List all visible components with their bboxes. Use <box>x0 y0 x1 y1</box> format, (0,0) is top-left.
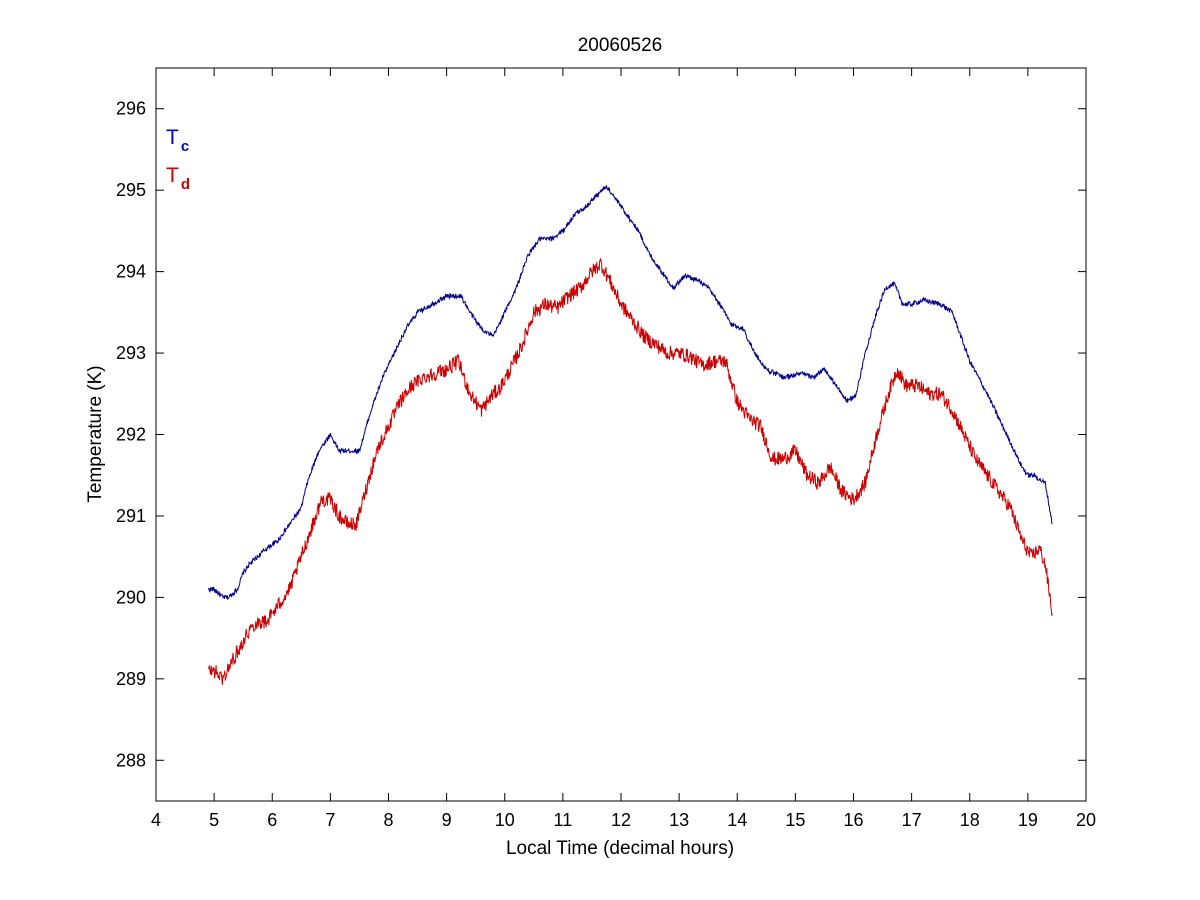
plot-area: 4 5 6 7 8 9 10 11 12 13 14 15 16 17 18 19 20 288 289 290 29… <box>116 67 1096 830</box>
y-tick-label: 291 <box>116 506 146 526</box>
y-tick-label: 294 <box>116 262 146 282</box>
x-tick-label: 11 <box>554 810 573 830</box>
x-tick-label: 4 <box>151 810 161 830</box>
y-tick-label: 288 <box>116 750 146 770</box>
y-tick-label: 290 <box>116 587 146 607</box>
y-axis-label: Temperature (K) <box>85 365 106 502</box>
x-tick-label: 5 <box>209 810 219 830</box>
x-tick-label: 17 <box>902 810 922 830</box>
x-tick-label: 16 <box>843 810 863 830</box>
y-axis-ticks: 288 289 290 291 292 293 294 295 296 <box>116 99 1086 770</box>
x-axis-label: Local Time (decimal hours) <box>506 838 734 859</box>
x-tick-label: 15 <box>785 810 805 830</box>
x-tick-label: 7 <box>325 810 335 830</box>
y-tick-label: 296 <box>116 99 146 119</box>
x-tick-label: 8 <box>383 810 393 830</box>
series-line-1 <box>208 258 1053 685</box>
y-tick-label: 292 <box>116 425 146 445</box>
x-tick-label: 13 <box>669 810 689 830</box>
x-tick-label: 12 <box>611 810 631 830</box>
y-tick-label: 289 <box>116 669 146 689</box>
x-tick-label: 6 <box>267 810 277 830</box>
x-tick-label: 20 <box>1076 810 1096 830</box>
x-axis-ticks: 4 5 6 7 8 9 10 11 12 13 14 15 16 17 18 19 20 <box>151 68 1096 830</box>
y-tick-label: 295 <box>116 180 146 200</box>
x-tick-label: 18 <box>960 810 980 830</box>
x-tick-label: 14 <box>727 810 747 830</box>
plot-frame <box>155 67 1087 802</box>
x-tick-label: 19 <box>1018 810 1038 830</box>
x-tick-label: 9 <box>442 810 452 830</box>
series-line-0 <box>207 185 1053 600</box>
x-tick-label: 10 <box>495 810 515 830</box>
series-layer <box>207 185 1053 685</box>
y-tick-label: 293 <box>116 343 146 363</box>
chart-title: 20060526 <box>578 35 663 56</box>
